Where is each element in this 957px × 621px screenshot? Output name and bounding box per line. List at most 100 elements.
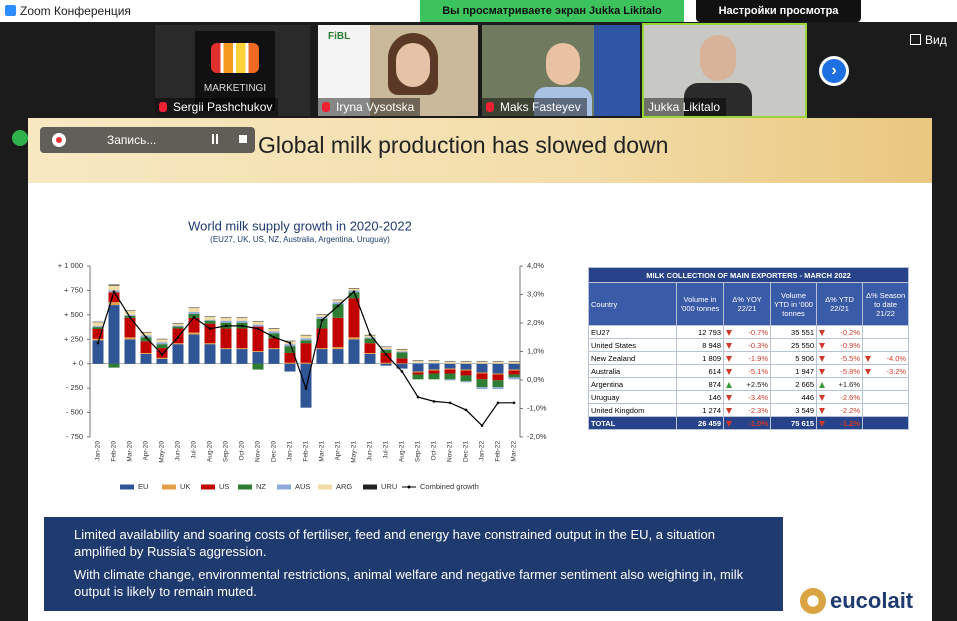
line-point: [304, 387, 308, 390]
table-row: United States 8 948 -0.3% 25 550 -0.9%: [588, 338, 910, 352]
bar-segment: [268, 331, 280, 334]
trend-arrow: [819, 394, 825, 401]
line-point: [288, 341, 292, 345]
x-tick-label: Aug-20: [207, 441, 214, 462]
y-tick-label: - 500: [66, 408, 83, 417]
bar-segment: [364, 352, 376, 354]
bar-segment: [92, 326, 104, 328]
bar-segment: [428, 360, 440, 363]
x-tick-label: Sep-21: [415, 441, 422, 462]
bar-segment: [268, 333, 280, 339]
cell-text: -1.0%: [748, 418, 768, 428]
bar-segment: [156, 339, 168, 343]
view-button[interactable]: Вид: [910, 33, 947, 47]
bar-segment: [508, 377, 520, 380]
column-header: Δ% YTD 22/21: [816, 282, 863, 326]
participant-tile[interactable]: Maks Fasteyev: [482, 25, 640, 116]
pause-button[interactable]: [212, 134, 214, 144]
bar-segment: [108, 285, 120, 291]
bar-segment: [300, 338, 312, 341]
y2-tick-label: -1,0%: [527, 403, 547, 412]
bar-segment: [188, 311, 200, 314]
bar-segment: [476, 379, 488, 388]
bar-segment: [108, 284, 120, 286]
table-cell: -3.4%: [723, 390, 771, 404]
text-box: Limited availability and soaring costs o…: [44, 517, 783, 611]
x-tick-label: Mar-22: [511, 441, 518, 462]
x-tick-label: Jul-20: [191, 441, 198, 459]
bar-segment: [396, 352, 408, 359]
bar-segment: [508, 361, 520, 364]
bar-segment: [124, 317, 136, 338]
bar-segment: [92, 327, 104, 330]
bar-segment: [236, 328, 248, 349]
trend-arrow: [726, 420, 732, 427]
legend-swatch: [120, 484, 134, 490]
bar-segment: [460, 363, 472, 370]
bar-segment: [460, 375, 472, 382]
line-point: [160, 353, 164, 356]
y-tick-label: + 1 000: [58, 261, 83, 270]
stop-button[interactable]: [239, 135, 247, 143]
bar-segment: [316, 314, 328, 317]
cell-text: -0.2%: [840, 327, 860, 337]
participant-name: Iryna Vysotska: [318, 98, 421, 116]
line-point: [240, 324, 244, 328]
participant-tile[interactable]: Jukka Likitalo: [642, 23, 807, 118]
bar-segment: [140, 341, 152, 353]
bar-segment: [396, 358, 408, 364]
table-cell: [861, 403, 910, 417]
participant-tile[interactable]: MARKETINGI Sergii Pashchukov: [155, 25, 310, 116]
name-text: Iryna Vysotska: [336, 100, 415, 114]
bar-segment: [220, 349, 232, 364]
cell-text: -0.3%: [748, 340, 768, 350]
bar-segment: [252, 351, 264, 352]
bar-segment: [252, 321, 264, 325]
bar-segment: [492, 373, 504, 375]
participant-name: Maks Fasteyev: [482, 98, 587, 116]
bar-segment: [348, 339, 360, 364]
x-tick-label: May-20: [159, 441, 166, 463]
trend-arrow: [819, 342, 825, 349]
bar-segment: [108, 305, 120, 364]
table-title-row: MILK COLLECTION OF MAIN EXPORTERS - MARC…: [587, 267, 910, 283]
line-point: [416, 395, 420, 399]
next-button[interactable]: ›: [819, 56, 849, 86]
x-tick-label: May-21: [351, 441, 358, 463]
trend-arrow: [819, 381, 825, 388]
view-settings[interactable]: Настройки просмотра: [696, 0, 861, 22]
table-cell: -4.0%: [861, 351, 910, 365]
tile-text: MARKETINGI: [203, 83, 267, 94]
line-point: [464, 408, 468, 412]
bar-segment: [140, 352, 152, 354]
trend-arrow: [726, 368, 732, 375]
bar-segment: [172, 344, 184, 364]
table-cell: -1.2%: [816, 416, 863, 430]
bar-segment: [348, 292, 360, 299]
bar-segment: [332, 300, 344, 303]
bar-segment: [172, 326, 184, 329]
legend-label: Combined growth: [420, 482, 479, 491]
table-row: United Kingdom 1 274 -2.3% 3 549 -2.2%: [588, 403, 910, 417]
table-cell: 874: [676, 377, 724, 391]
table-cell: TOTAL: [588, 416, 677, 430]
bar-segment: [284, 363, 296, 372]
bar-segment: [204, 316, 216, 320]
x-tick-label: Jan-21: [287, 441, 294, 461]
legend-swatch: [407, 485, 411, 489]
table-cell: -2.6%: [816, 390, 863, 404]
table-cell: 614: [676, 364, 724, 378]
participant-tile[interactable]: FiBL Iryna Vysotska: [318, 25, 478, 116]
table-cell: 25 550: [770, 338, 817, 352]
bar-segment: [412, 362, 424, 364]
line-point: [112, 290, 116, 293]
table-cell: EU27: [588, 325, 677, 339]
bar-segment: [92, 329, 104, 339]
name-text: Maks Fasteyev: [500, 100, 581, 114]
slide-title: Global milk production has slowed down: [258, 132, 669, 158]
x-tick-label: Feb-20: [111, 441, 118, 462]
bar-segment: [284, 344, 296, 347]
cell-text: -5.8%: [840, 366, 860, 376]
x-tick-label: Sep-20: [223, 441, 230, 462]
table-cell: -1.0%: [723, 416, 771, 430]
